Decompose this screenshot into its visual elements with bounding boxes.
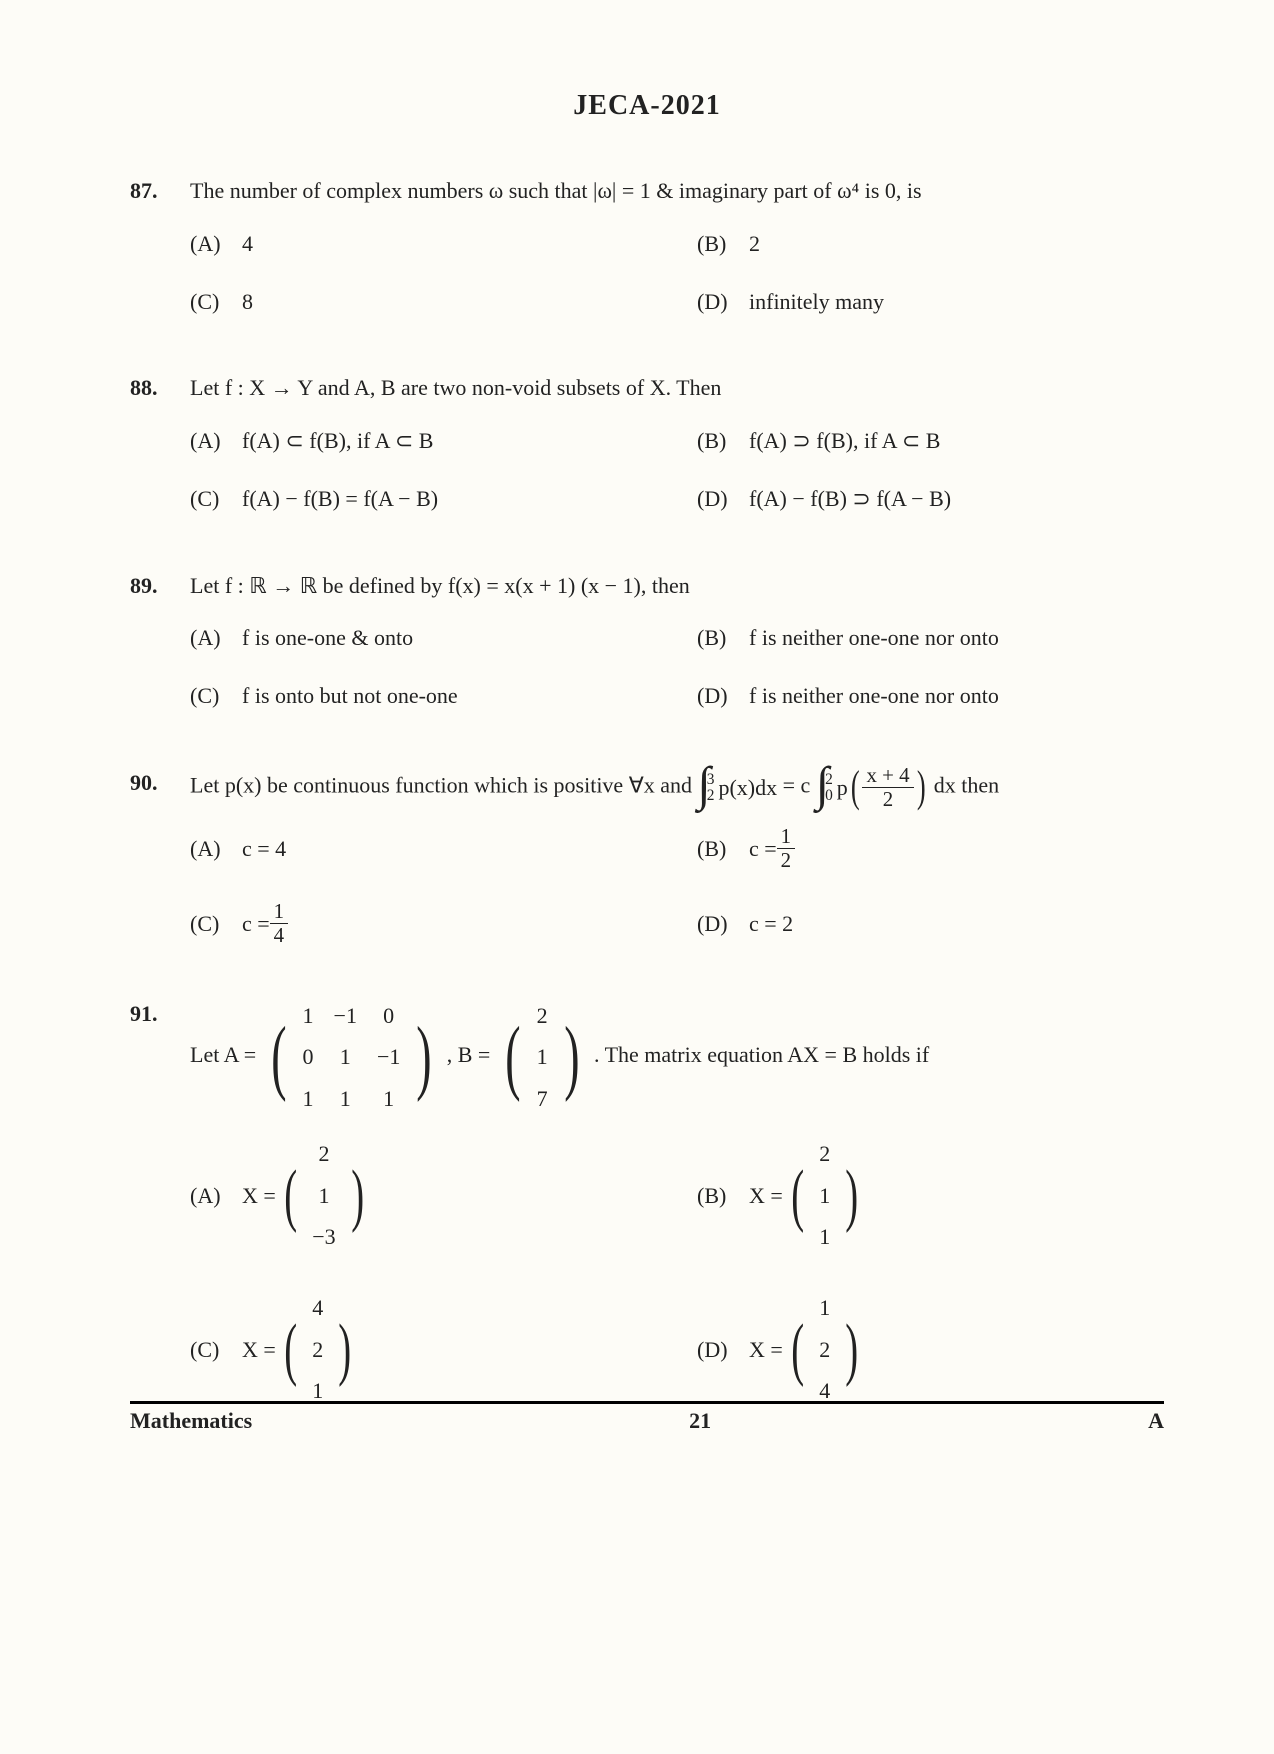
option-A: (A)4: [190, 223, 657, 263]
option-C: (C)c = 14: [190, 900, 657, 947]
q-text-part: Let A =: [190, 1042, 262, 1067]
option-text: c =: [749, 830, 777, 867]
frac-num: 1: [270, 900, 288, 924]
option-B: (B)X = (211): [697, 1133, 1164, 1257]
q-text-part: Let f :: [190, 573, 249, 598]
option-D: (D)f is neither one-one nor onto: [697, 676, 1164, 716]
eq-part: = c: [783, 773, 811, 798]
option-text: f(A) − f(B) ⊃ f(A − B): [749, 480, 951, 517]
option-text: f is neither one-one nor onto: [749, 619, 999, 656]
option-D: (D)X = (124): [697, 1287, 1164, 1411]
page-header: JECA-2021: [130, 90, 1164, 122]
option-C: (C)X = (421): [190, 1287, 657, 1411]
question-91: 91. Let A = (1−1001−1111) , B = (217) . …: [130, 995, 1164, 1412]
footer-subject: Mathematics: [130, 1408, 252, 1434]
option-D: (D)c = 2: [697, 900, 1164, 947]
q-text-part: be defined by f(x) = x(x + 1) (x − 1), t…: [317, 573, 690, 598]
question-87: 87. The number of complex numbers ω such…: [130, 172, 1164, 321]
option-D: (D)f(A) − f(B) ⊃ f(A − B): [697, 479, 1164, 519]
option-B: (B)2: [697, 223, 1164, 263]
exam-page: JECA-2021 87. The number of complex numb…: [0, 0, 1274, 1754]
option-B: (B)c = 12: [697, 825, 1164, 872]
frac-den: 4: [270, 924, 288, 947]
footer-page-number: 21: [689, 1408, 711, 1434]
page-footer: Mathematics 21 A: [130, 1401, 1164, 1434]
q-text: Let f : ℝ → ℝ be defined by f(x) = x(x +…: [190, 567, 1164, 604]
option-A: (A)c = 4: [190, 825, 657, 872]
frac-num: x + 4: [862, 764, 913, 788]
option-text: infinitely many: [749, 283, 884, 320]
option-text: 2: [749, 225, 760, 262]
frac-num: 1: [777, 825, 795, 849]
q-text: Let A = (1−1001−1111) , B = (217) . The …: [190, 995, 1164, 1119]
matrix-B: (217): [499, 995, 586, 1119]
option-text: c =: [242, 905, 270, 942]
option-D: (D)infinitely many: [697, 281, 1164, 321]
q-text-part: dx then: [934, 773, 999, 798]
q-number: 88.: [130, 369, 190, 406]
option-text: c = 4: [242, 830, 286, 867]
option-text: f is neither one-one nor onto: [749, 677, 999, 714]
int-body: p: [837, 769, 848, 806]
option-text: 4: [242, 225, 253, 262]
option-text: 8: [242, 283, 253, 320]
q-number: 91.: [130, 995, 190, 1032]
option-C: (C)f(A) − f(B) = f(A − B): [190, 479, 657, 519]
option-A: (A)f is one-one & onto: [190, 618, 657, 658]
q-number: 90.: [130, 764, 190, 801]
frac-den: 2: [862, 788, 913, 811]
q-text: Let f : X → Y and A, B are two non-void …: [190, 369, 1164, 406]
footer-set: A: [1148, 1408, 1164, 1434]
question-89: 89. Let f : ℝ → ℝ be defined by f(x) = x…: [130, 567, 1164, 716]
q-text: Let p(x) be continuous function which is…: [190, 764, 1164, 811]
q-text-part: Let p(x) be continuous function which is…: [190, 773, 698, 798]
option-B: (B)f(A) ⊃ f(B), if A ⊂ B: [697, 421, 1164, 461]
option-C: (C)8: [190, 281, 657, 321]
q-text: The number of complex numbers ω such tha…: [190, 172, 1164, 209]
option-text: f is one-one & onto: [242, 619, 413, 656]
option-text: f(A) ⊃ f(B), if A ⊂ B: [749, 422, 940, 459]
q-number: 89.: [130, 567, 190, 604]
real-symbol: ℝ: [249, 573, 266, 598]
integral-1: ∫ 32 p(x)dx: [698, 768, 778, 807]
option-A: (A)X = (21−3): [190, 1133, 657, 1257]
option-text: f(A) − f(B) = f(A − B): [242, 480, 438, 517]
matrix-A: (1−1001−1111): [265, 995, 439, 1119]
q-text-part: , B =: [447, 1042, 496, 1067]
option-B: (B)f is neither one-one nor onto: [697, 618, 1164, 658]
option-A: (A)f(A) ⊂ f(B), if A ⊂ B: [190, 421, 657, 461]
integral-2: ∫ 20 p ( x + 42 ): [816, 764, 928, 811]
q-number: 87.: [130, 172, 190, 209]
real-symbol: ℝ: [300, 573, 317, 598]
q-text-part: . The matrix equation AX = B holds if: [594, 1042, 929, 1067]
int-body: p(x)dx: [718, 769, 777, 806]
option-text: c = 2: [749, 905, 793, 942]
option-C: (C)f is onto but not one-one: [190, 676, 657, 716]
question-90: 90. Let p(x) be continuous function whic…: [130, 764, 1164, 947]
option-text: f(A) ⊂ f(B), if A ⊂ B: [242, 422, 433, 459]
option-text: f is onto but not one-one: [242, 677, 458, 714]
question-88: 88. Let f : X → Y and A, B are two non-v…: [130, 369, 1164, 518]
frac-den: 2: [777, 849, 795, 872]
